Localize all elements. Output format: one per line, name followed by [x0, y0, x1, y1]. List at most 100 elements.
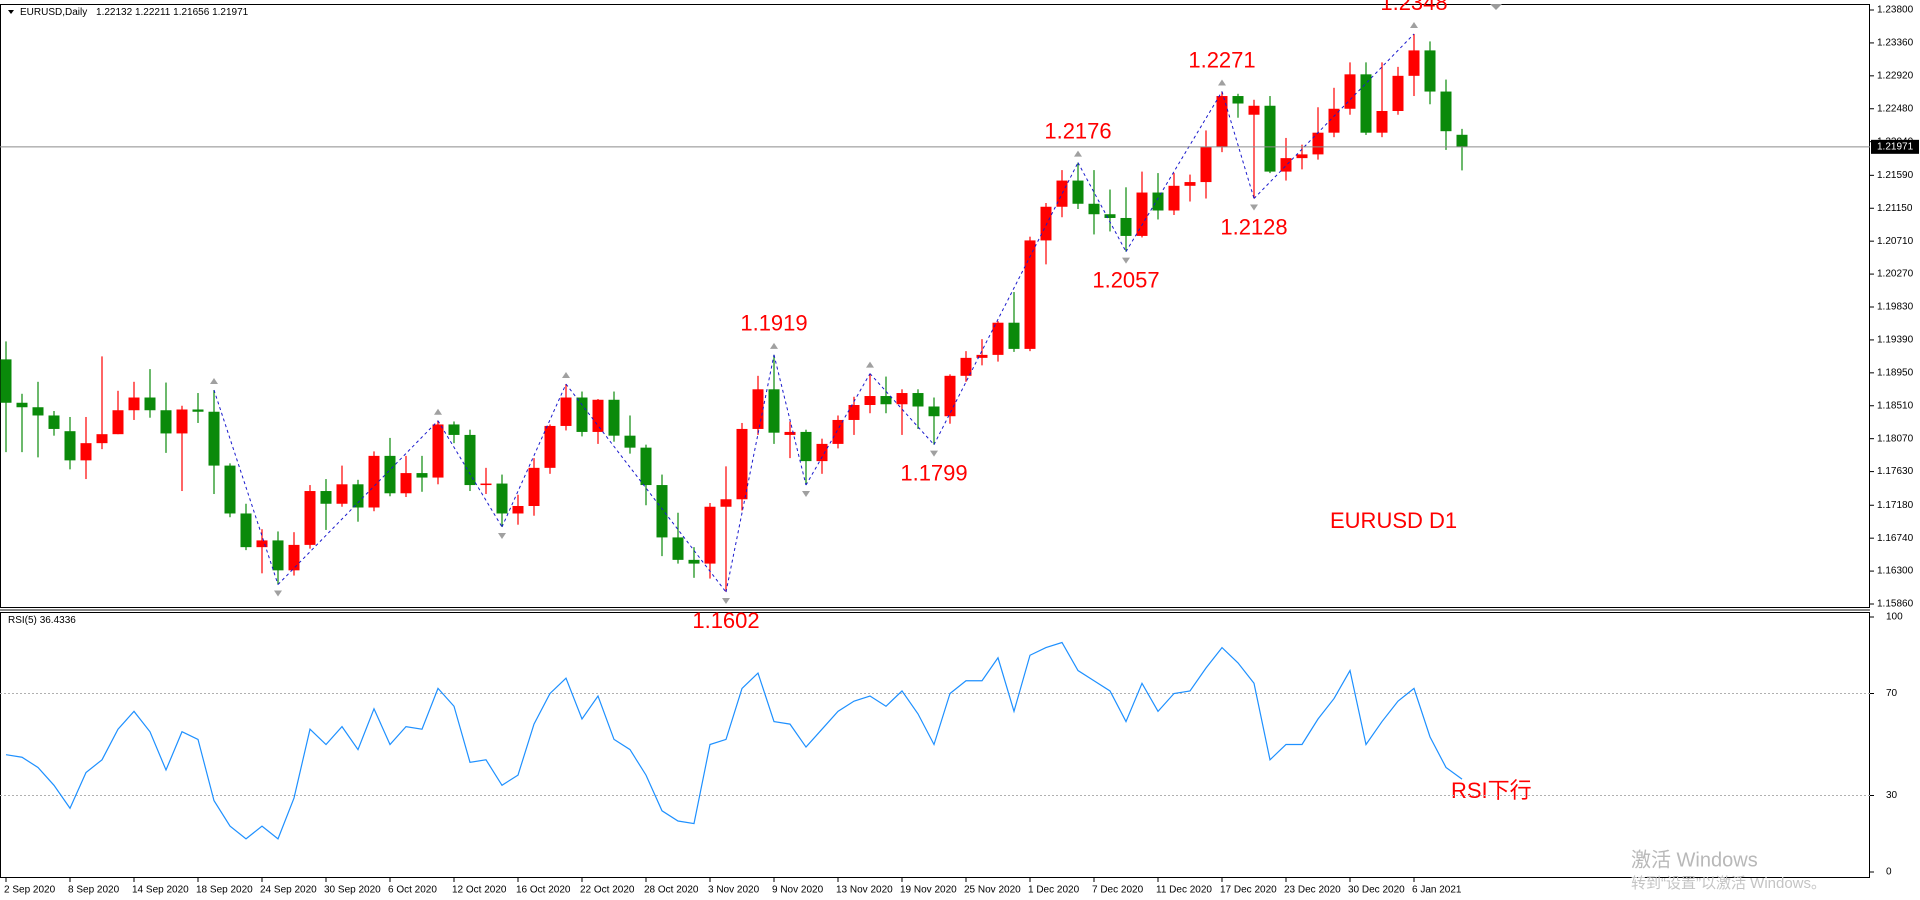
y-tick-label: 1.20270 — [1877, 269, 1914, 280]
zigzag-segment — [725, 354, 775, 593]
candle-body — [64, 431, 76, 461]
pivot-arrow — [722, 598, 730, 605]
candle-body — [592, 399, 604, 432]
candle-body — [432, 424, 444, 478]
candle-body — [1024, 240, 1036, 349]
y-tick-label: 30 — [1886, 790, 1898, 801]
candle-body — [976, 354, 988, 358]
candle-body — [768, 389, 780, 433]
x-tick-label: 14 Sep 2020 — [132, 885, 189, 896]
candle-body — [896, 393, 908, 405]
candle-body — [1296, 154, 1308, 159]
candle-body — [1088, 203, 1100, 215]
x-tick-label: 16 Oct 2020 — [516, 885, 571, 896]
pivot-arrow — [210, 378, 218, 385]
annotation: EURUSD D1 — [1330, 508, 1457, 533]
pivot-label: 1.1919 — [740, 311, 807, 336]
pivot-arrow — [562, 372, 570, 379]
candle-body — [544, 425, 556, 468]
y-tick-label: 1.17180 — [1877, 500, 1914, 511]
candle-body — [1392, 75, 1404, 111]
pivot-arrow — [434, 408, 442, 415]
candle-body — [256, 540, 268, 548]
pivot-label: 1.1602 — [692, 608, 759, 633]
candle-body — [752, 389, 764, 429]
candle-body — [176, 409, 188, 434]
candle-body — [1280, 158, 1292, 172]
x-tick-label: 24 Sep 2020 — [260, 885, 317, 896]
candle-body — [560, 397, 572, 426]
candle-body — [128, 397, 140, 411]
zigzag-segment — [1077, 162, 1127, 252]
candle-body — [1328, 108, 1340, 133]
x-tick-label: 18 Sep 2020 — [196, 885, 253, 896]
watermark-title: 激活 Windows — [1631, 848, 1758, 871]
candle-body — [1232, 96, 1244, 104]
pivot-label: 1.2128 — [1220, 214, 1287, 239]
rsi-last: 36.4336 — [40, 615, 77, 626]
y-tick-label: 1.22480 — [1877, 103, 1914, 114]
pivot-arrow — [1122, 257, 1130, 264]
candle-body — [144, 397, 156, 411]
x-tick-label: 25 Nov 2020 — [964, 885, 1021, 896]
zigzag-segment — [1221, 91, 1255, 199]
candle-body — [1312, 132, 1324, 155]
candle-body — [800, 431, 812, 462]
candle-body — [240, 513, 252, 548]
symbol: EURUSD,Daily — [20, 7, 87, 18]
candle-body — [1056, 180, 1068, 207]
candle-body — [1456, 134, 1468, 147]
y-tick-label: 1.19390 — [1877, 335, 1914, 346]
candle-body — [368, 455, 380, 508]
x-tick-label: 12 Oct 2020 — [452, 885, 507, 896]
candle-body — [736, 428, 748, 500]
candle-body — [992, 322, 1004, 355]
candle-body — [272, 540, 284, 571]
x-tick-label: 13 Nov 2020 — [836, 885, 893, 896]
candle-body — [1008, 322, 1020, 349]
candle-body — [672, 537, 684, 560]
rsi-line — [5, 641, 1463, 840]
y-tick-label: 70 — [1886, 688, 1898, 699]
candle-body — [880, 396, 892, 405]
y-tick-label: 1.22920 — [1877, 70, 1914, 81]
x-tick-label: 8 Sep 2020 — [68, 885, 120, 896]
candle-body — [1136, 192, 1148, 236]
rsi-name: RSI(5) — [8, 615, 37, 626]
candle-body — [1168, 185, 1180, 211]
candles — [0, 33, 1468, 593]
candle-body — [32, 407, 44, 416]
candle-body — [1248, 105, 1260, 115]
y-tick-label: 1.18950 — [1877, 367, 1914, 378]
pivot-label: 1.1799 — [900, 460, 967, 485]
candle-body — [1152, 192, 1164, 211]
candle-body — [960, 357, 972, 376]
x-tick-label: 6 Jan 2021 — [1412, 885, 1462, 896]
candle-body — [16, 402, 28, 408]
candle-body — [1120, 217, 1132, 236]
high: 1.22211 — [135, 7, 171, 18]
candle-body — [928, 406, 940, 417]
candle-body — [1408, 50, 1420, 76]
candle-body — [624, 435, 636, 448]
candle-body — [48, 415, 60, 429]
x-tick-label: 28 Oct 2020 — [644, 885, 699, 896]
candle-body — [416, 473, 428, 478]
pivot-arrow — [1074, 150, 1082, 157]
candle-body — [1104, 214, 1116, 218]
x-tick-label: 6 Oct 2020 — [388, 885, 437, 896]
x-tick-label: 9 Nov 2020 — [772, 885, 824, 896]
candle-body — [1376, 110, 1388, 133]
candle-body — [816, 443, 828, 462]
pivot-arrow — [1218, 79, 1226, 86]
pivot-arrow — [802, 491, 810, 498]
zigzag-segment — [565, 383, 727, 593]
last-price-label: 1.21971 — [1877, 141, 1914, 152]
candle-body — [112, 410, 124, 435]
y-tick-label: 1.17630 — [1877, 466, 1914, 477]
x-tick-label: 19 Nov 2020 — [900, 885, 957, 896]
pivot-arrow — [1410, 21, 1418, 28]
candle-body — [864, 396, 876, 406]
